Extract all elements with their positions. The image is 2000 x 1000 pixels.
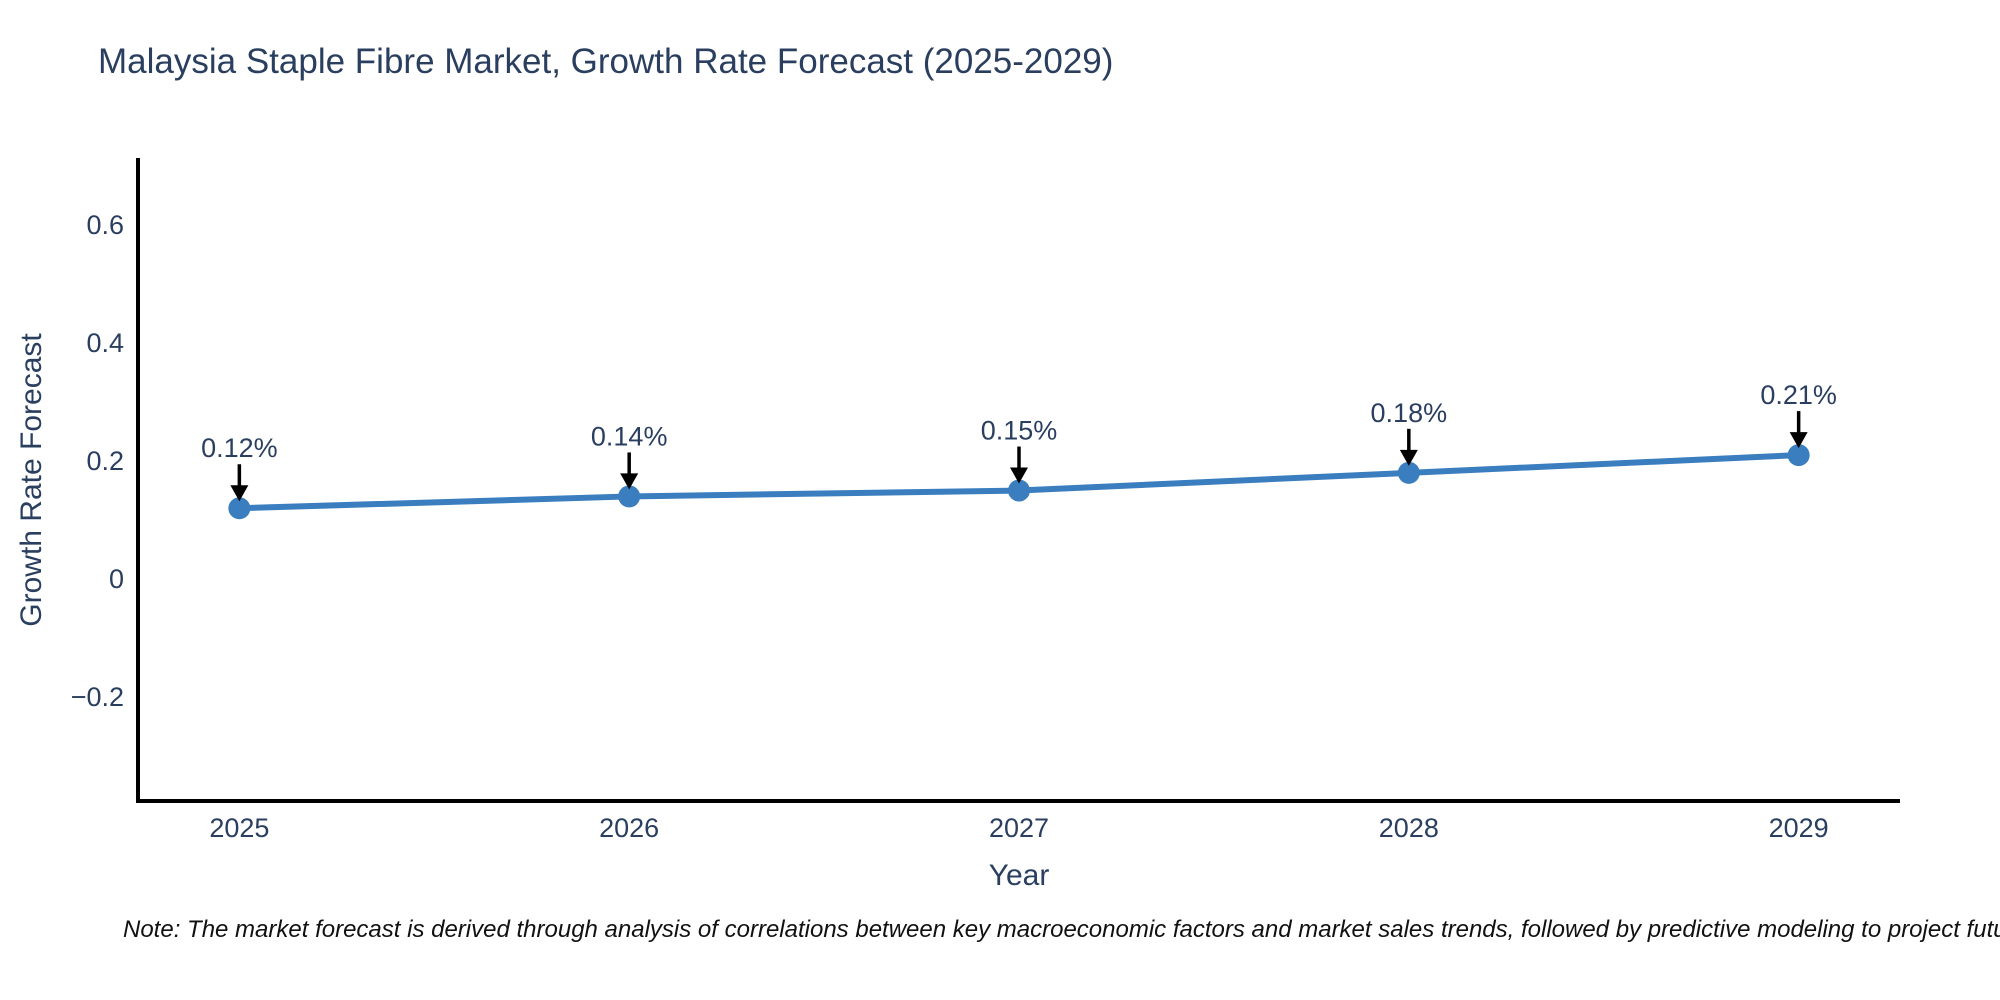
footnote: Note: The market forecast is derived thr…: [123, 916, 2000, 943]
x-axis-title: Year: [988, 859, 1050, 892]
data-point-label: 0.12%: [201, 433, 278, 463]
annotation-arrow-head: [620, 473, 639, 490]
data-point: [228, 497, 251, 520]
annotation-arrow-head: [1010, 467, 1028, 484]
x-tick-label: 2028: [1379, 813, 1439, 843]
data-point: [1787, 444, 1810, 467]
x-tick-label: 2026: [599, 813, 659, 843]
chart-title: Malaysia Staple Fibre Market, Growth Rat…: [98, 42, 1114, 81]
annotation-arrow-head: [230, 485, 249, 502]
y-tick-label: 0: [109, 564, 124, 594]
y-tick-label: 0.6: [86, 210, 124, 240]
x-tick-label: 2025: [209, 813, 269, 843]
y-tick-label: 0.4: [86, 328, 124, 358]
data-point-label: 0.15%: [981, 416, 1058, 446]
x-tick-label: 2027: [989, 813, 1049, 843]
y-tick-label: 0.2: [86, 446, 124, 476]
y-tick-label: −0.2: [71, 682, 124, 712]
data-point: [1008, 479, 1030, 502]
data-point-label: 0.14%: [591, 421, 668, 451]
x-tick-label: 2029: [1769, 813, 1829, 843]
data-point: [618, 485, 641, 508]
annotation-arrow-head: [1789, 432, 1808, 449]
annotation-arrow-head: [1399, 449, 1418, 466]
data-point: [1397, 461, 1420, 484]
data-point-label: 0.21%: [1760, 380, 1837, 410]
data-point-label: 0.18%: [1371, 398, 1448, 428]
